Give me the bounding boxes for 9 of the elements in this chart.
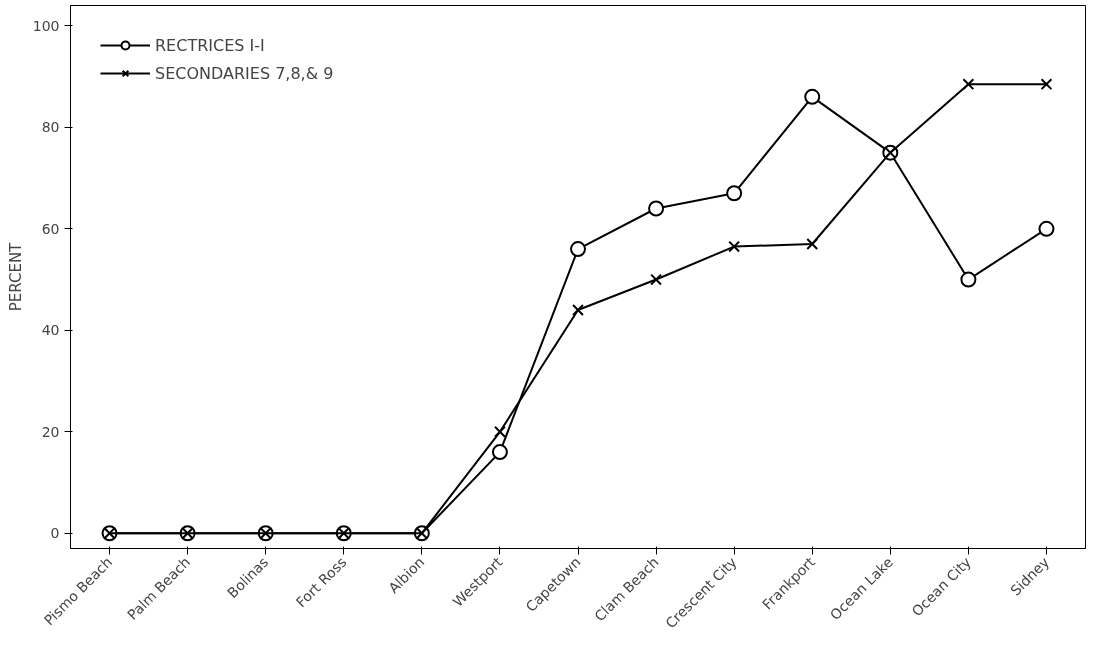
legend-label: RECTRICES I-I	[155, 35, 265, 55]
y-axis-title: PERCENT	[6, 241, 25, 312]
y-tick-label: 40	[41, 322, 60, 339]
y-tick-label: 0	[50, 525, 60, 542]
legend-label: SECONDARIES 7,8,& 9	[155, 63, 334, 83]
y-tick-label: 80	[41, 119, 60, 136]
y-tick-label: 60	[41, 220, 60, 237]
y-tick-label: 20	[41, 423, 60, 440]
y-tick-label: 100	[32, 17, 60, 34]
